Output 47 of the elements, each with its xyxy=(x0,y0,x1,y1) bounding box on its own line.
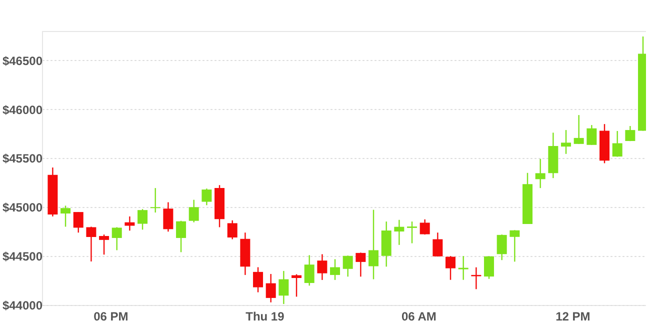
candlestick xyxy=(304,254,314,286)
candlestick xyxy=(394,219,404,246)
y-tick-label: $46500 xyxy=(2,54,43,68)
candlestick xyxy=(356,252,366,278)
candlestick xyxy=(73,211,84,234)
candlestick xyxy=(574,114,584,145)
candlestick xyxy=(176,220,186,253)
candlestick xyxy=(138,208,148,230)
x-tick-label: 12 PM xyxy=(556,310,590,324)
candlestick xyxy=(163,202,174,232)
candlestick xyxy=(188,199,199,223)
candlestick xyxy=(535,158,546,189)
candlestick xyxy=(342,254,353,278)
candlestick xyxy=(368,209,379,280)
candlestick xyxy=(292,274,302,298)
candlestick xyxy=(278,270,289,305)
y-tick-label: $44000 xyxy=(2,298,43,312)
candlestick xyxy=(112,226,122,251)
candlestick xyxy=(317,254,328,281)
candlestick xyxy=(202,188,212,206)
candlestick xyxy=(266,273,276,303)
candlestick xyxy=(60,205,71,228)
candlestick xyxy=(458,255,468,280)
candlestick xyxy=(150,187,160,214)
candlestick xyxy=(496,234,507,261)
candlestick xyxy=(561,129,572,155)
candlestick xyxy=(330,258,340,281)
candlestick xyxy=(407,220,418,244)
y-tick-label: $45500 xyxy=(2,152,43,166)
candlestick xyxy=(612,130,622,158)
x-tick-label: Thu 19 xyxy=(246,310,285,324)
x-tick-label: 06 AM xyxy=(401,310,436,324)
candlestick xyxy=(484,255,494,280)
candlestick xyxy=(446,255,456,280)
y-tick-label: $44500 xyxy=(2,250,43,264)
candlestick xyxy=(99,234,110,256)
x-tick-label: 06 PM xyxy=(94,310,128,324)
candlestick xyxy=(432,232,443,258)
candlestick xyxy=(86,226,96,262)
candlestick xyxy=(227,220,238,240)
candlestick xyxy=(510,230,520,262)
y-tick-label: $45000 xyxy=(2,200,43,215)
candlestick xyxy=(420,218,430,236)
candlestick xyxy=(586,124,597,146)
candlestick xyxy=(625,125,636,142)
candlestick xyxy=(253,266,264,293)
y-tick-label: $46000 xyxy=(2,102,43,117)
